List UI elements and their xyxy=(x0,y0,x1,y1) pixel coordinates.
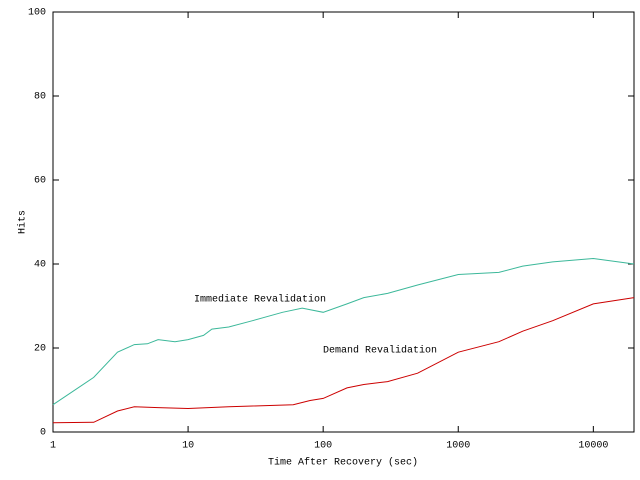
x-tick-label: 1 xyxy=(50,441,56,452)
y-tick-label: 100 xyxy=(28,8,46,19)
y-tick-label: 20 xyxy=(34,344,46,355)
series-label: Demand Revalidation xyxy=(323,345,437,357)
y-tick-label: 60 xyxy=(34,176,46,187)
series-line xyxy=(52,297,635,424)
x-tick-label: 100 xyxy=(314,441,332,452)
series-line xyxy=(52,257,635,406)
x-axis-label: Time After Recovery (sec) xyxy=(268,457,418,469)
y-tick-label: 40 xyxy=(34,260,46,271)
x-tick-label: 1000 xyxy=(446,441,470,452)
y-tick-label: 80 xyxy=(34,92,46,103)
plot-frame xyxy=(52,11,635,433)
y-axis-label: Hits xyxy=(17,210,29,234)
y-tick-label: 0 xyxy=(40,428,46,439)
x-tick-label: 10000 xyxy=(578,441,608,452)
x-tick-label: 10 xyxy=(182,441,194,452)
series-label: Immediate Revalidation xyxy=(194,294,326,306)
